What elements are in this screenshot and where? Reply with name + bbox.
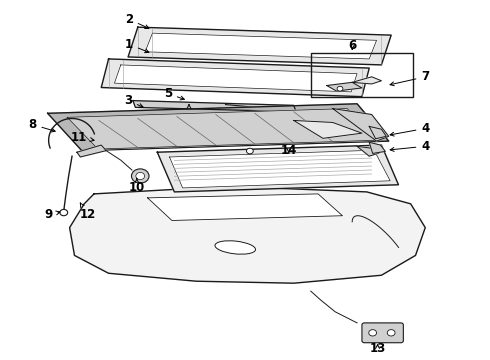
Text: 10: 10 [129,179,145,194]
Text: 9: 9 [44,208,60,221]
Circle shape [337,86,343,91]
Text: 8: 8 [28,118,55,132]
Text: 12: 12 [79,203,96,221]
Polygon shape [70,188,425,283]
Text: 5: 5 [164,87,184,100]
Text: 13: 13 [369,342,386,355]
Bar [311,53,413,96]
FancyBboxPatch shape [362,323,403,343]
Circle shape [136,172,145,180]
Polygon shape [357,146,379,156]
Text: 1: 1 [125,38,149,53]
Polygon shape [128,27,391,65]
Text: 3: 3 [124,94,143,107]
Polygon shape [145,33,376,59]
Text: 4: 4 [390,140,430,153]
Circle shape [369,330,376,336]
Circle shape [387,330,395,336]
Polygon shape [77,145,106,157]
Polygon shape [157,145,398,192]
Polygon shape [133,100,296,112]
Polygon shape [147,194,343,220]
Text: 11: 11 [71,131,94,144]
Text: 14: 14 [281,144,297,157]
Polygon shape [369,142,385,153]
Polygon shape [333,109,389,141]
Polygon shape [352,77,381,84]
Polygon shape [294,121,362,138]
Circle shape [60,210,68,216]
Ellipse shape [215,241,256,254]
Polygon shape [369,126,386,139]
Text: 7: 7 [390,70,430,86]
Polygon shape [327,82,362,91]
Polygon shape [170,150,390,188]
Polygon shape [115,65,357,92]
Text: 4: 4 [390,122,430,136]
Circle shape [131,169,149,183]
Polygon shape [101,59,369,96]
Polygon shape [48,104,389,150]
Text: 2: 2 [125,13,149,28]
Polygon shape [67,109,375,149]
Circle shape [246,148,253,154]
Text: 6: 6 [348,39,356,52]
